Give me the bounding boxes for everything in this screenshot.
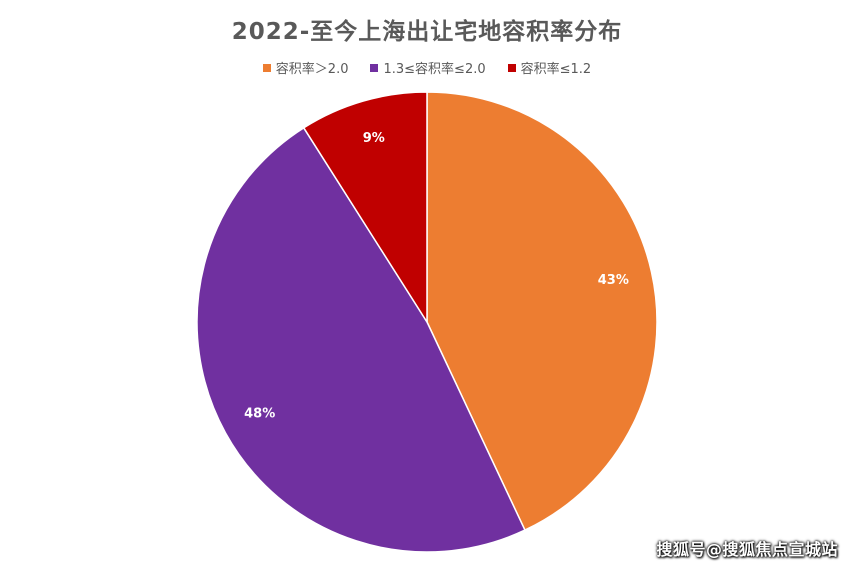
legend-entry-far-le-1-2: 容积率≤1.2 — [507, 58, 592, 77]
legend-swatch-far-gt-2 — [262, 63, 271, 72]
pie-slice-far-gt-2 — [426, 91, 658, 532]
legend-swatch-far-1-3-to-2-0 — [370, 63, 379, 72]
chart-title: 2022-至今上海出让宅地容积率分布 — [231, 19, 623, 45]
data-label-far-le-1-2: 9% — [363, 131, 385, 146]
legend: 容积率＞2.0 1.3≤容积率≤2.0 容积率≤1.2 — [0, 58, 854, 77]
pie-slice-far-le-1-2 — [302, 91, 428, 325]
legend-swatch-far-le-1-2 — [507, 63, 516, 72]
legend-label-far-gt-2: 容积率＞2.0 — [275, 62, 349, 77]
watermark: 搜狐号@搜狐焦点宣城站 — [656, 540, 838, 559]
legend-entry-far-gt-2: 容积率＞2.0 — [262, 58, 349, 77]
pie-slice-far-1-3-to-2-0 — [196, 126, 526, 553]
data-label-far-gt-2: 43% — [598, 273, 629, 288]
data-label-far-1-3-to-2-0: 48% — [244, 406, 275, 421]
legend-entry-far-1-3-to-2-0: 1.3≤容积率≤2.0 — [370, 58, 486, 77]
legend-label-far-1-3-to-2-0: 1.3≤容积率≤2.0 — [383, 62, 486, 77]
legend-label-far-le-1-2: 容积率≤1.2 — [520, 62, 592, 77]
